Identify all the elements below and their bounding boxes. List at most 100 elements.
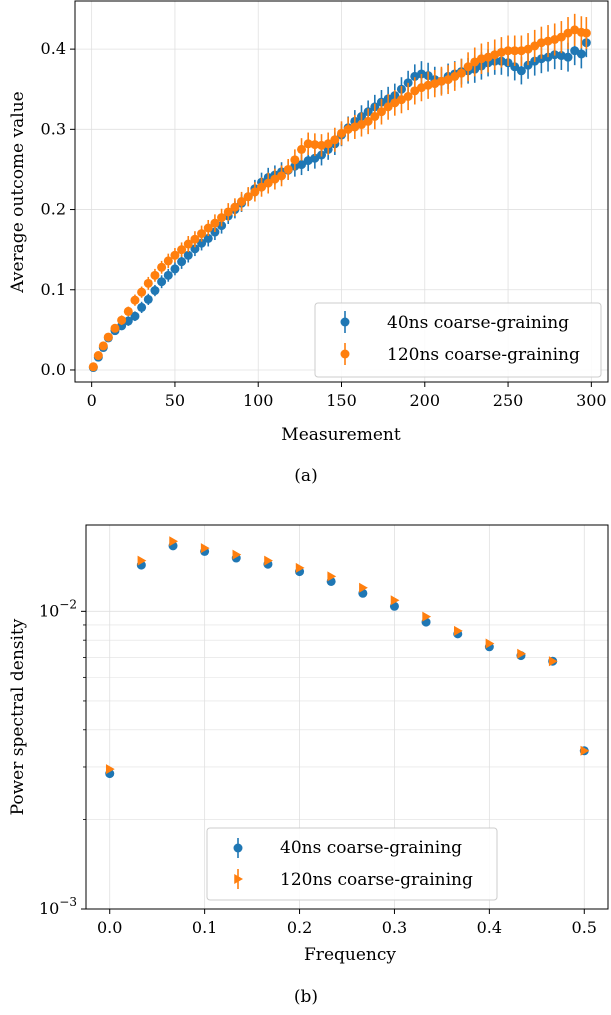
panel-a-point-120ns [103, 332, 113, 342]
panel-a-point-120ns [376, 107, 386, 117]
panel-a-point-120ns [88, 362, 98, 372]
panel-b-point-120ns [454, 625, 463, 636]
panel-b-xtick-label: 0.4 [477, 918, 502, 937]
panel-b-xtick-label: 0.5 [572, 918, 597, 937]
panel-a-point-40ns [123, 316, 133, 326]
panel-a-point-120ns [383, 102, 393, 112]
panel-a-ytick-label: 0.0 [41, 360, 66, 379]
panel-a-xtick-label: 250 [493, 391, 524, 410]
panel-b-point-120ns [390, 595, 400, 606]
panel-a-point-120ns [563, 28, 573, 38]
panel-a-legend-label-40ns: 40ns coarse-graining [387, 313, 569, 333]
panel-a-point-40ns [297, 160, 307, 170]
panel-a-point-120ns [117, 315, 127, 325]
panel-a-ytick-label: 0.1 [41, 280, 66, 299]
panel-b-xlabel: Frequency [304, 945, 396, 965]
panel-a-ylabel: Average outcome value [8, 91, 28, 293]
panel-b-xtick-label: 0.1 [192, 918, 217, 937]
panel-a-point-120ns [250, 187, 260, 197]
panel-b-point-120ns [580, 745, 590, 756]
panel-a-point-40ns [137, 302, 147, 312]
panel-a-point-40ns [183, 250, 193, 260]
panel-a-point-120ns [277, 171, 287, 181]
panel-a: 0 50 100 150 200 250 300 0.0 0.1 0.2 0.3 0.4 Measur… [8, 0, 609, 486]
panel-a-point-120ns [157, 262, 167, 272]
panel-a-ytick-label: 0.4 [41, 39, 66, 58]
panel-a-point-40ns [576, 49, 586, 59]
panel-b: 0.0 0.1 0.2 0.3 0.4 0.5 10−3 10−2 Frequency Pow… [8, 524, 609, 1007]
panel-a-point-120ns [263, 178, 273, 188]
panel-b-legend-120ns-triangle [234, 874, 243, 884]
panel-a-point-40ns [516, 66, 526, 76]
panel-a-point-120ns [230, 202, 240, 212]
panel-a-xtick-label: 50 [165, 391, 185, 410]
panel-a-point-120ns [217, 213, 227, 223]
panel-a-point-40ns [143, 294, 153, 304]
panel-a-point-120ns [470, 57, 480, 67]
panel-a-point-40ns [197, 238, 207, 248]
panel-b-legend-marker-40ns [233, 838, 243, 858]
panel-a-point-120ns [170, 250, 180, 260]
panel-b-point-120ns [485, 638, 495, 649]
panel-b-point-120ns [359, 582, 368, 593]
panel-a-legend: 40ns coarse-graining 120ns coarse-graini… [314, 302, 602, 378]
panel-a-point-40ns [563, 52, 573, 62]
panel-a-point-40ns [150, 286, 160, 296]
panel-b-xtick-label: 0.2 [287, 918, 312, 937]
panel-a-point-120ns [443, 75, 453, 85]
panel-b-point-120ns [200, 543, 210, 554]
panel-a-point-120ns [183, 239, 193, 249]
panel-a-point-120ns [237, 197, 247, 207]
panel-b-point-120ns [169, 536, 179, 547]
panel-a-point-120ns [456, 68, 466, 78]
panel-b-legend-40ns-dot [233, 843, 243, 853]
panel-a-point-40ns [170, 264, 180, 274]
panel-a-legend-marker-120ns [340, 343, 350, 365]
panel-a-point-120ns [98, 341, 108, 351]
panel-a-xtick-label: 150 [326, 391, 357, 410]
panel-a-point-120ns [530, 41, 540, 51]
panel-a-point-120ns [143, 278, 153, 288]
panel-a-point-40ns [570, 46, 580, 56]
panel-a-point-40ns [203, 233, 213, 243]
panel-a-point-120ns [463, 62, 473, 72]
panel-b-point-120ns [232, 549, 242, 560]
panel-a-point-120ns [163, 256, 173, 266]
panel-a-point-120ns [270, 174, 280, 184]
panel-a-xtick-label: 100 [243, 391, 274, 410]
panel-b-point-120ns [295, 562, 305, 573]
panel-a-point-120ns [243, 192, 253, 202]
panel-b-plot-frame [85, 524, 609, 910]
panel-a-point-120ns [356, 120, 366, 130]
panel-a-point-120ns [257, 182, 267, 192]
panel-b-caption: (b) [294, 987, 318, 1007]
panel-a-point-120ns [130, 295, 140, 305]
panel-a-point-120ns [310, 140, 320, 150]
panel-a-point-120ns [197, 229, 207, 239]
panel-a-point-120ns [150, 270, 160, 280]
panel-a-xtick-label: 200 [410, 391, 441, 410]
panel-a-point-120ns [93, 351, 103, 361]
panel-b-point-120ns [264, 555, 273, 566]
panel-a-xlabel: Measurement [281, 425, 401, 445]
panel-a-point-120ns [203, 223, 213, 233]
panel-a-caption: (a) [294, 466, 317, 486]
panel-a-point-120ns [370, 112, 380, 122]
panel-a-point-40ns [177, 257, 187, 267]
panel-a-ticks: 0 50 100 150 200 250 300 0.0 0.1 0.2 0.3 0.4 [41, 39, 607, 410]
panel-a-point-120ns [363, 116, 373, 126]
panel-a-point-120ns [510, 46, 520, 56]
panel-a-point-120ns [210, 218, 220, 228]
panel-b-series [105, 536, 590, 779]
panel-a-point-40ns [510, 62, 520, 72]
panel-a-point-120ns [303, 139, 313, 149]
panel-a-ytick-label: 0.3 [41, 119, 66, 138]
panel-a-legend-marker-40ns [340, 311, 350, 333]
panel-b-ylabel: Power spectral density [8, 618, 28, 815]
panel-a-point-120ns [323, 139, 333, 149]
panel-a-point-120ns [283, 164, 293, 174]
panel-a-legend-40ns-dot [340, 317, 350, 327]
panel-a-point-40ns [190, 244, 200, 254]
panel-a-series [88, 13, 591, 373]
